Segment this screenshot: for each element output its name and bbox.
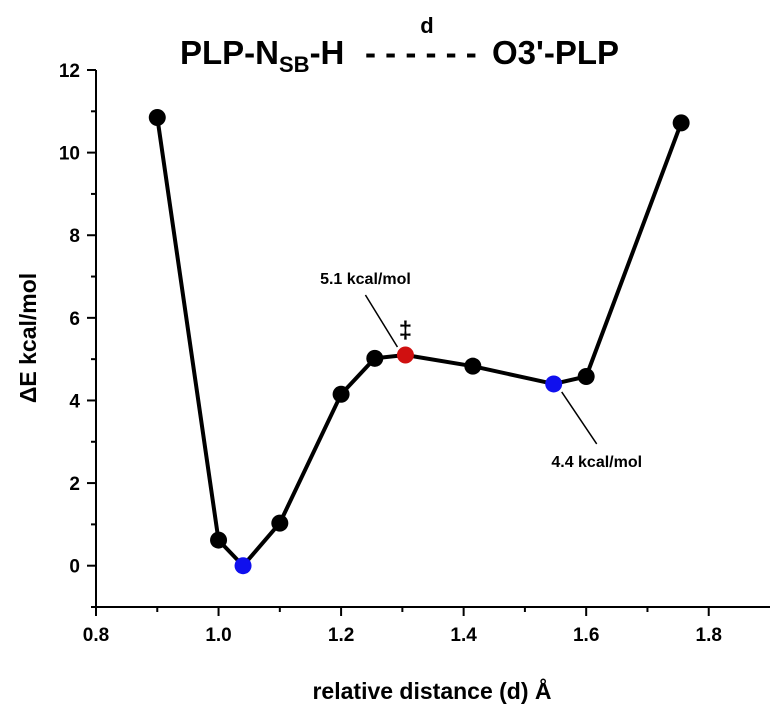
- distance-label: d: [420, 13, 433, 38]
- transition-state-marker: ‡: [399, 317, 412, 344]
- data-point: [366, 349, 384, 367]
- annotations: 5.1 kcal/mol ‡ 4.4 kcal/mol: [320, 271, 642, 471]
- title-dashes: - - - - - -: [365, 34, 477, 71]
- data-point: [148, 109, 166, 127]
- title-right: O3'-PLP: [492, 34, 619, 71]
- y-tick-label: 4: [69, 391, 80, 412]
- y-axis-label: ΔE kcal/mol: [15, 273, 41, 403]
- ticks: 0.8 1.0 1.2 1.4 1.6 1.8 0 2 4 6 8 10 12: [59, 61, 722, 646]
- data-point: [464, 357, 482, 375]
- annotation-leader-ts: [364, 294, 399, 348]
- data-point: [210, 531, 228, 549]
- data-series: [148, 109, 690, 575]
- y-tick-label: 8: [69, 226, 80, 247]
- x-tick-label: 1.2: [328, 625, 354, 646]
- data-point: [672, 114, 690, 132]
- y-tick-label: 2: [69, 474, 80, 495]
- annotation-min-energy: 4.4 kcal/mol: [551, 454, 642, 471]
- x-tick-label: 1.4: [450, 625, 477, 646]
- chart-title: PLP-NSB-H: [180, 34, 344, 77]
- y-tick-label: 12: [59, 61, 80, 82]
- x-axis-label: relative distance (d) Å: [312, 677, 551, 704]
- data-point: [234, 557, 252, 575]
- annotation-ts-energy: 5.1 kcal/mol: [320, 271, 411, 288]
- axes: [95, 70, 770, 608]
- x-tick-label: 1.8: [696, 625, 722, 646]
- data-point: [545, 375, 563, 393]
- title-left-sub: SB: [279, 52, 310, 77]
- x-tick-label: 0.8: [83, 625, 109, 646]
- series-line: [155, 117, 684, 568]
- annotation-leader-min: [561, 391, 598, 445]
- data-point: [396, 346, 414, 364]
- y-tick-label: 0: [69, 557, 80, 578]
- data-point: [577, 368, 595, 386]
- title-left-end: -H: [310, 34, 345, 71]
- y-tick-label: 10: [59, 144, 80, 165]
- y-tick-label: 6: [69, 309, 80, 330]
- data-point: [271, 514, 289, 532]
- x-tick-label: 1.0: [205, 625, 231, 646]
- x-tick-label: 1.6: [573, 625, 599, 646]
- data-point: [332, 385, 350, 403]
- title-left-main: PLP-N: [180, 34, 279, 71]
